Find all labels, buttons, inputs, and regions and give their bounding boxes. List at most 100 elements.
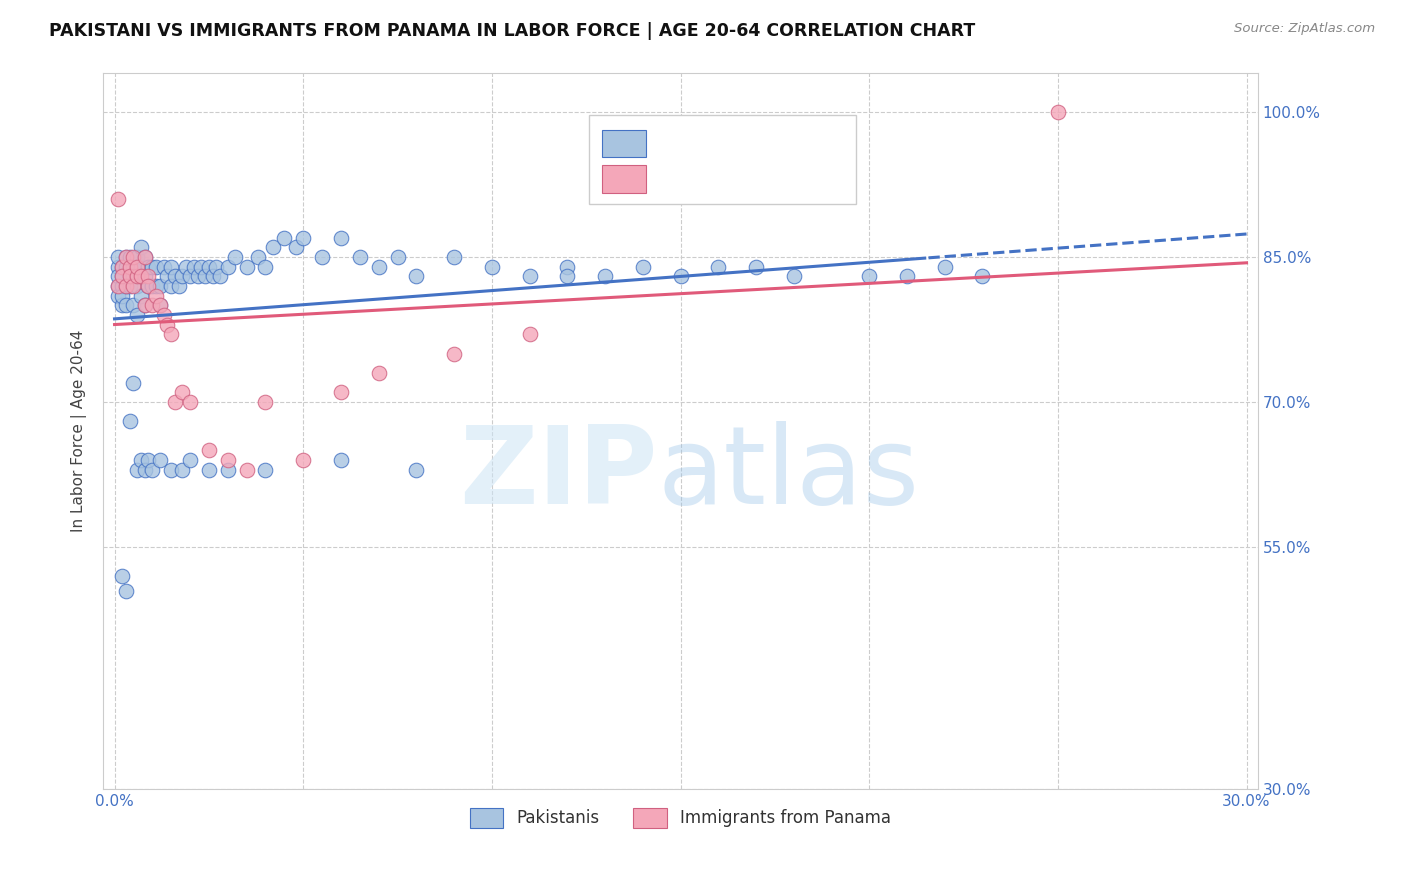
Point: [557, 260, 579, 274]
Point: [167, 279, 190, 293]
Text: atlas: atlas: [658, 421, 920, 527]
Point: [934, 260, 956, 274]
Point: [141, 298, 163, 312]
Point: [134, 298, 156, 312]
Point: [198, 260, 221, 274]
Point: [111, 279, 134, 293]
Point: [183, 260, 205, 274]
Point: [443, 346, 465, 360]
Point: [107, 279, 129, 293]
FancyBboxPatch shape: [602, 129, 645, 157]
Point: [311, 250, 333, 264]
Point: [179, 453, 201, 467]
Point: [387, 250, 409, 264]
Point: [107, 279, 129, 293]
Point: [122, 250, 145, 264]
Point: [129, 288, 152, 302]
Text: Source: ZipAtlas.com: Source: ZipAtlas.com: [1234, 22, 1375, 36]
Point: [149, 453, 172, 467]
Text: 0.035: 0.035: [709, 136, 756, 151]
Point: [349, 250, 371, 264]
Point: [246, 250, 269, 264]
Point: [669, 269, 692, 284]
Point: [194, 269, 217, 284]
Point: [707, 260, 730, 274]
Point: [198, 443, 221, 458]
Point: [115, 298, 138, 312]
Point: [115, 279, 138, 293]
Point: [107, 269, 129, 284]
Point: [107, 288, 129, 302]
Point: [198, 463, 221, 477]
Point: [631, 260, 654, 274]
Point: [254, 463, 277, 477]
Point: [127, 463, 149, 477]
Point: [172, 269, 194, 284]
Point: [262, 240, 284, 254]
Text: N =: N =: [763, 171, 797, 186]
Point: [217, 463, 239, 477]
Point: [972, 269, 994, 284]
Point: [209, 269, 232, 284]
Point: [138, 279, 160, 293]
Point: [163, 269, 186, 284]
Point: [107, 250, 129, 264]
Point: [118, 250, 141, 264]
Point: [145, 288, 167, 302]
Point: [217, 453, 239, 467]
Point: [205, 260, 228, 274]
Point: [190, 260, 212, 274]
Legend: Pakistanis, Immigrants from Panama: Pakistanis, Immigrants from Panama: [464, 801, 897, 835]
Point: [134, 250, 156, 264]
Point: [127, 308, 149, 322]
Point: [127, 269, 149, 284]
Point: [107, 260, 129, 274]
Point: [111, 260, 134, 274]
Point: [134, 463, 156, 477]
Point: [118, 414, 141, 428]
Point: [156, 318, 179, 332]
Point: [138, 279, 160, 293]
Point: [149, 279, 172, 293]
Point: [557, 269, 579, 284]
Point: [118, 269, 141, 284]
Point: [160, 327, 183, 342]
Point: [127, 250, 149, 264]
Point: [160, 279, 183, 293]
Point: [224, 250, 246, 264]
Point: [134, 298, 156, 312]
Point: [858, 269, 880, 284]
Point: [152, 260, 174, 274]
Point: [111, 288, 134, 302]
Point: [519, 327, 541, 342]
Point: [254, 260, 277, 274]
Point: [405, 463, 427, 477]
Point: [111, 569, 134, 583]
Point: [152, 308, 174, 322]
Point: [127, 260, 149, 274]
Point: [118, 269, 141, 284]
Text: 0.510: 0.510: [709, 171, 756, 186]
Point: [149, 298, 172, 312]
Point: [141, 279, 163, 293]
Point: [367, 260, 389, 274]
Point: [111, 260, 134, 274]
Point: [745, 260, 768, 274]
Point: [118, 279, 141, 293]
Point: [122, 298, 145, 312]
Point: [129, 260, 152, 274]
Text: 36: 36: [807, 171, 839, 186]
Point: [292, 230, 315, 244]
Point: [174, 260, 197, 274]
Point: [118, 260, 141, 274]
Point: [179, 395, 201, 409]
Point: [129, 453, 152, 467]
Point: [1046, 104, 1069, 119]
Text: PAKISTANI VS IMMIGRANTS FROM PANAMA IN LABOR FORCE | AGE 20-64 CORRELATION CHART: PAKISTANI VS IMMIGRANTS FROM PANAMA IN L…: [49, 22, 976, 40]
Point: [141, 463, 163, 477]
FancyBboxPatch shape: [589, 115, 856, 204]
Point: [160, 260, 183, 274]
Point: [145, 260, 167, 274]
Point: [163, 395, 186, 409]
Point: [783, 269, 806, 284]
